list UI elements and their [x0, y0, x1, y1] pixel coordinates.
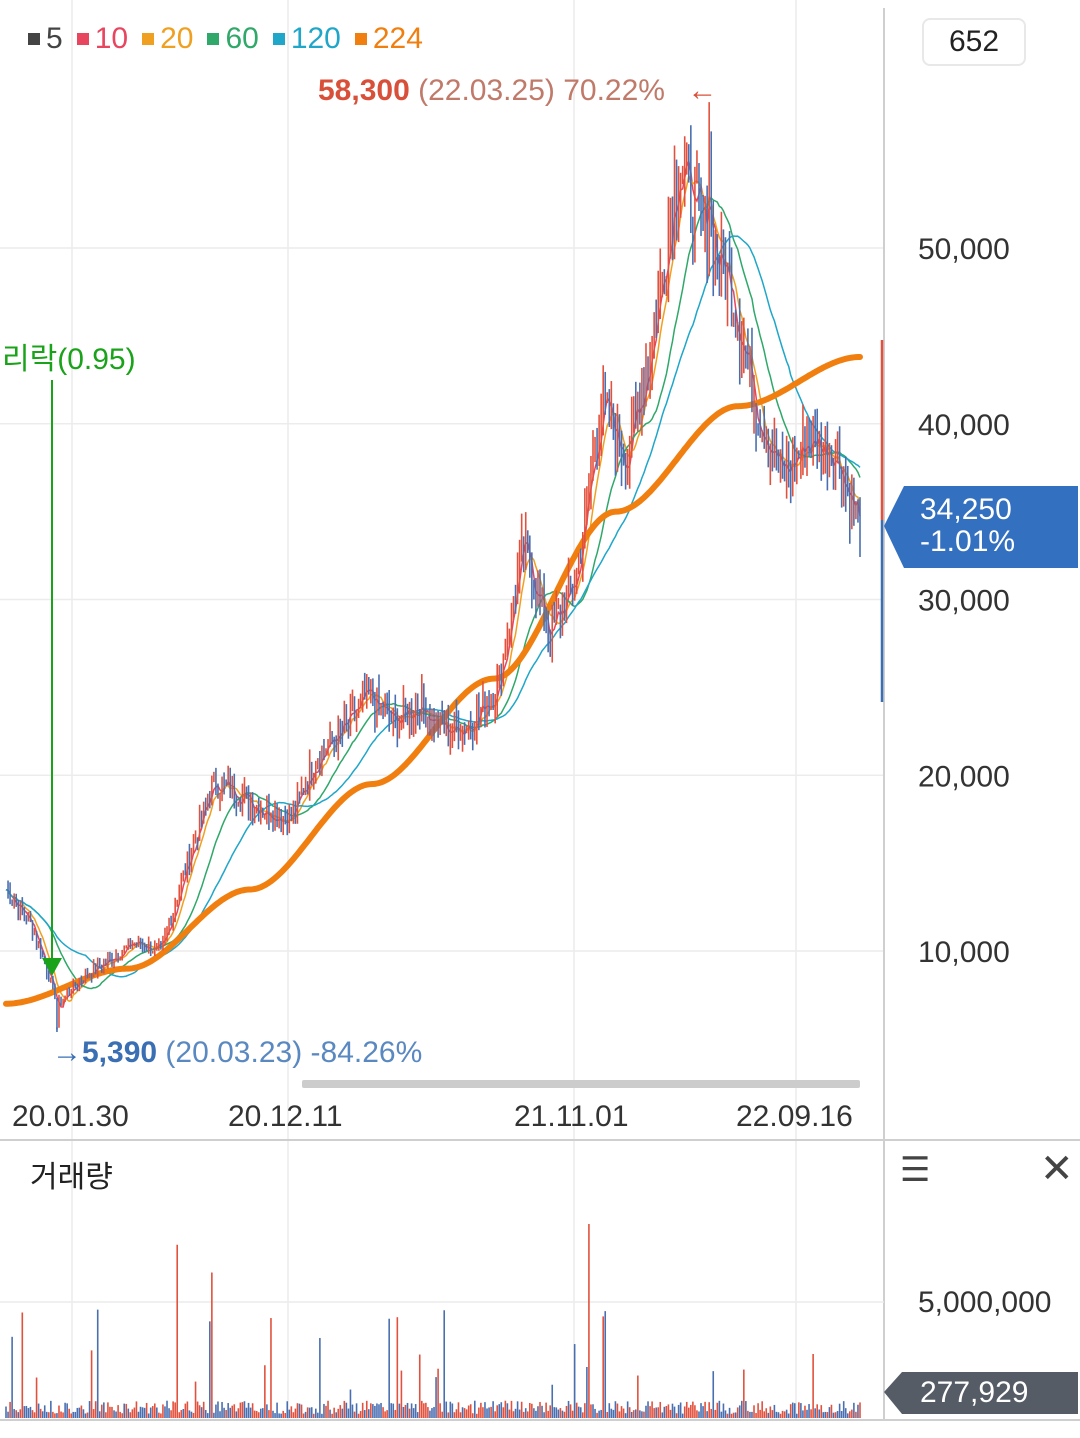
axis-labels: 10,000 20,000 30,000 40,000 50,000 20.01.30 20… — [12, 233, 1010, 1133]
event-marker-icon — [42, 958, 62, 976]
legend-item[interactable]: 120 — [272, 22, 341, 56]
legend: 5 10 20 60 120 224 — [28, 22, 423, 56]
low-date: (20.03.23) — [165, 1036, 303, 1069]
legend-label: 120 — [290, 22, 341, 55]
y-tick-label: 30,000 — [918, 585, 1010, 618]
volume-current: 277,929 — [920, 1376, 1029, 1409]
x-tick-label: 20.01.30 — [12, 1100, 129, 1133]
legend-swatch — [76, 33, 89, 45]
legend-item[interactable]: 10 — [76, 22, 129, 56]
x-tick-label: 20.12.11 — [228, 1100, 343, 1133]
indicator-count-button[interactable]: 652 — [922, 18, 1026, 66]
ma-224-line — [3, 354, 863, 1007]
legend-label: 60 — [225, 22, 259, 55]
legend-swatch — [272, 33, 285, 45]
low-pct: -84.26% — [310, 1036, 423, 1069]
scrollbar — [302, 1080, 860, 1088]
current-price-tag — [884, 486, 1078, 568]
x-tick-label: 21.11.01 — [514, 1100, 629, 1133]
legend-item[interactable]: 224 — [354, 22, 423, 56]
y-tick-label: 50,000 — [918, 233, 1010, 266]
low-price: 5,390 — [82, 1036, 158, 1069]
legend-label: 10 — [94, 22, 129, 55]
left-arrow-icon: ← — [687, 74, 718, 107]
markers — [42, 340, 1078, 976]
legend-label: 224 — [372, 22, 423, 55]
x-tick-label: 22.09.16 — [736, 1100, 853, 1133]
event-label: 리락(0.95) — [2, 343, 136, 376]
high-price: 58,300 — [318, 74, 410, 107]
legend-swatch — [142, 33, 155, 45]
price-candles — [7, 102, 861, 1033]
right-arrow-icon: → — [52, 1036, 82, 1069]
legend-item[interactable]: 60 — [207, 22, 259, 56]
volume-current-tag — [884, 1372, 1078, 1414]
current-change: -1.01% — [920, 525, 1016, 558]
legend-label: 20 — [160, 22, 194, 55]
y-tick-label: 10,000 — [918, 936, 1010, 969]
y-tick-label: 20,000 — [918, 760, 1010, 793]
close-icon[interactable]: ✕ — [1040, 1147, 1074, 1191]
volume-axis-label: 5,000,000 — [918, 1286, 1052, 1319]
menu-icon[interactable]: ☰ — [900, 1151, 931, 1189]
volume-title: 거래량 — [30, 1161, 113, 1194]
legend-swatch — [207, 33, 220, 45]
legend-swatch — [354, 33, 367, 45]
low-label: →5,390 (20.03.23) -84.26% — [52, 1036, 422, 1070]
high-label: 58,300 (22.03.25) 70.22% ← — [318, 74, 717, 108]
legend-label: 5 — [46, 22, 63, 55]
current-price: 34,250 — [920, 493, 1012, 526]
legend-item[interactable]: 20 — [142, 22, 193, 56]
legend-item[interactable]: 5 — [28, 22, 63, 56]
legend-swatch — [28, 33, 40, 45]
high-date: (22.03.25) — [418, 74, 555, 107]
volume-bars — [5, 1224, 1078, 1418]
indicator-count: 652 — [948, 25, 1000, 58]
high-pct: 70.22% — [563, 74, 665, 107]
y-tick-label: 40,000 — [918, 409, 1010, 442]
current-price-badge: 34,250 -1.01% — [920, 494, 1015, 558]
